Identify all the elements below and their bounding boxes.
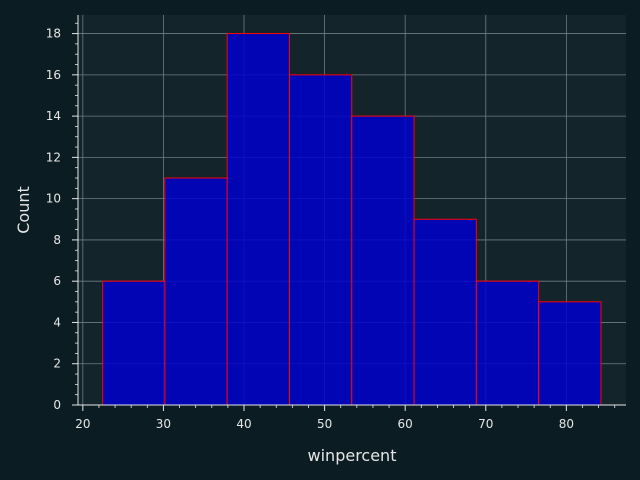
y-tick-label: 4 — [53, 315, 61, 329]
histogram-bar — [351, 115, 415, 406]
histogram-bar — [538, 301, 602, 406]
y-tick-label: 6 — [53, 274, 61, 288]
x-tick-label: 20 — [75, 417, 90, 431]
y-tick-label: 0 — [53, 398, 61, 412]
x-tick-label: 50 — [317, 417, 332, 431]
histogram-bar — [226, 33, 290, 406]
y-tick-label: 10 — [46, 192, 61, 206]
x-tick-label: 60 — [398, 417, 413, 431]
y-tick-label: 16 — [46, 68, 61, 82]
y-tick-label: 12 — [46, 150, 61, 164]
y-tick-label: 18 — [46, 27, 61, 41]
histogram-bar — [475, 280, 540, 406]
x-axis-label: winpercent — [308, 446, 397, 465]
y-tick-label: 2 — [53, 357, 61, 371]
x-tick-label: 40 — [236, 417, 251, 431]
x-tick-label: 30 — [156, 417, 171, 431]
histogram-bar — [288, 74, 353, 406]
histogram-bar — [413, 218, 477, 406]
x-tick-label: 80 — [559, 417, 574, 431]
y-tick-label: 8 — [53, 233, 61, 247]
axes: 20 30 40 50 60 70 80 0 2 4 6 8 10 12 14 16 18 — [46, 15, 626, 431]
bars — [102, 33, 602, 406]
y-tick-label: 14 — [46, 109, 61, 123]
histogram-bar — [102, 280, 166, 406]
y-axis-label: Count — [14, 186, 33, 234]
x-tick-label: 70 — [478, 417, 493, 431]
histogram-bar — [164, 177, 228, 406]
